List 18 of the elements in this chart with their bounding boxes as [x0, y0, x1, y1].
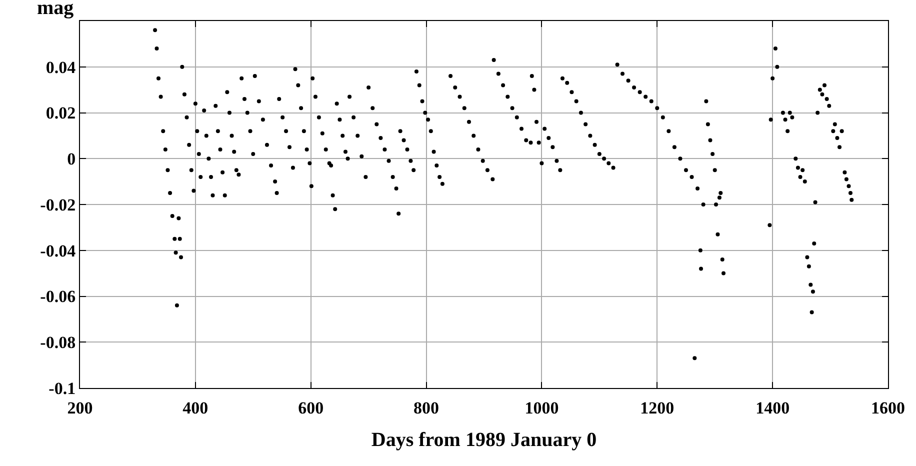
y-tick-label: -0.1 [48, 378, 76, 398]
x-tick-label: 1600 [871, 398, 905, 418]
y-tick-label: -0.08 [40, 333, 76, 352]
x-tick-label: 600 [298, 398, 324, 418]
y-tick-label: -0.02 [40, 195, 76, 214]
x-tick-label: 1400 [756, 398, 790, 418]
y-tick-label: -0.06 [40, 287, 76, 306]
x-axis-title: Days from 1989 January 0 [371, 428, 597, 451]
x-tick-label: 1200 [640, 398, 674, 418]
y-tick-label: -0.04 [40, 241, 76, 260]
x-tick-label: 1000 [524, 398, 559, 418]
x-tick-label: 400 [182, 398, 208, 418]
y-tick-label: 0 [67, 150, 76, 169]
x-tick-label: 800 [414, 398, 440, 418]
x-tick-label: 200 [67, 398, 93, 418]
y-tick-label: 0.04 [46, 58, 76, 77]
y-tick-label: 0.02 [46, 104, 76, 123]
y-axis-title: mag [37, 0, 74, 19]
